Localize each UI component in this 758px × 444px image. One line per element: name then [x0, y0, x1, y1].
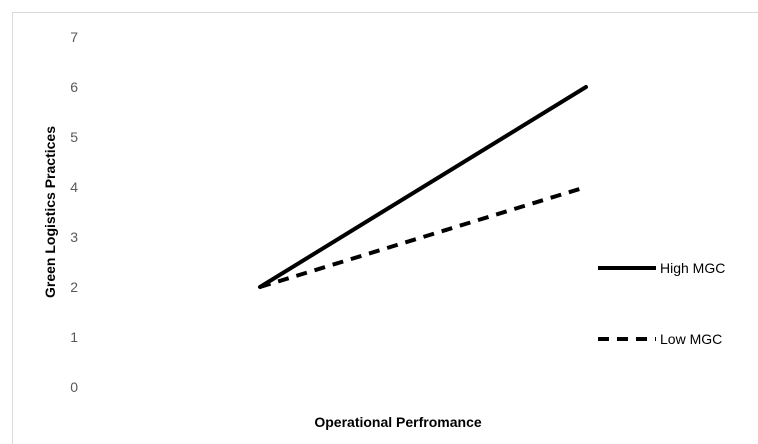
series-line-low-mgc — [259, 185, 587, 289]
series-lines — [258, 85, 588, 289]
y-tick-label-1: 1 — [70, 329, 78, 345]
legend-label-low-mgc: Low MGC — [660, 331, 722, 347]
y-tick-label-0: 0 — [70, 379, 78, 395]
y-tick-label-3: 3 — [70, 229, 78, 245]
series-line-high-mgc — [258, 85, 588, 289]
x-axis-title: Operational Perfromance — [314, 414, 481, 430]
y-tick-label-2: 2 — [70, 279, 78, 295]
y-tick-label-5: 5 — [70, 129, 78, 145]
chart-area — [12, 12, 758, 444]
y-axis-ticks: 0 1 2 3 4 5 6 7 — [70, 29, 78, 395]
y-tick-label-6: 6 — [70, 79, 78, 95]
legend: High MGC Low MGC — [598, 260, 725, 347]
legend-label-high-mgc: High MGC — [660, 260, 725, 276]
y-tick-label-4: 4 — [70, 179, 78, 195]
y-tick-label-7: 7 — [70, 29, 78, 45]
y-axis-title: Green Logistics Practices — [42, 126, 58, 298]
